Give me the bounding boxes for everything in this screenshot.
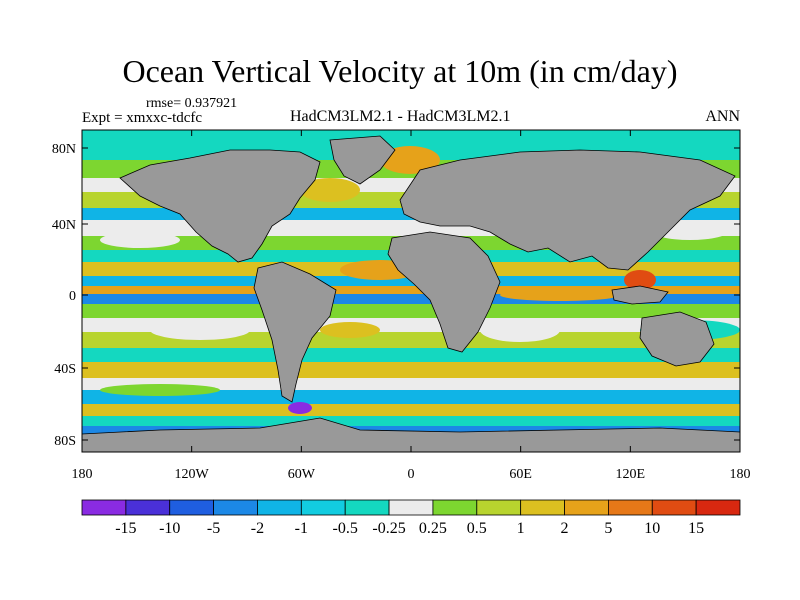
colorbar-swatch <box>169 499 215 516</box>
season-label: ANN <box>705 108 740 125</box>
colorbar: -15 -10 -5 -2 -1 -0.5 -0.25 0.25 0.5 1 2 5 10 15 <box>81 499 741 537</box>
colorbar-label: -2 <box>251 520 264 537</box>
colorbar-label: 10 <box>644 520 660 537</box>
model-comparison-label: HadCM3LM2.1 - HadCM3LM2.1 <box>290 108 511 125</box>
australia <box>639 311 715 367</box>
colorbar-swatch <box>257 499 302 516</box>
colorbar-swatch <box>564 499 609 516</box>
colorbar-label: -0.25 <box>372 520 405 537</box>
colorbar-label: 2 <box>561 520 569 537</box>
colorbar-swatch <box>300 499 346 516</box>
colorbar-label: 0.25 <box>419 520 447 537</box>
colorbar-label: 15 <box>688 520 704 537</box>
colorbar-swatch <box>695 499 741 516</box>
colorbar-label: -5 <box>207 520 220 537</box>
africa <box>387 231 501 353</box>
lon-tick-label: 180 <box>72 467 93 482</box>
colorbar-swatch <box>125 499 171 516</box>
antarctica <box>82 417 740 452</box>
colorbar-swatch <box>213 499 258 516</box>
lon-tick-label: 120E <box>616 467 646 482</box>
maritime-continent <box>611 285 669 305</box>
lon-tick-label: 0 <box>408 467 415 482</box>
lat-tick-label: 80S <box>54 434 76 449</box>
colorbar-swatch <box>651 499 697 516</box>
colorbar-label: 0.5 <box>467 520 487 537</box>
lat-tick-label: 80N <box>52 142 76 157</box>
colorbar-swatch <box>432 499 478 516</box>
experiment-label: Expt = xmxxc-tdcfc <box>82 110 203 126</box>
colorbar-swatch <box>476 499 522 516</box>
lat-tick-label: 40S <box>54 362 76 377</box>
colorbar-swatch <box>388 499 434 516</box>
colorbar-swatch <box>81 499 127 516</box>
rmse-label: rmse= 0.937921 <box>146 96 238 111</box>
colorbar-label: -15 <box>115 520 136 537</box>
land-masses <box>82 135 740 452</box>
greenland <box>329 135 396 185</box>
lon-tick-label: 180 <box>730 467 751 482</box>
colorbar-label: 5 <box>604 520 612 537</box>
eurasia <box>399 149 736 271</box>
colorbar-label: -0.5 <box>333 520 358 537</box>
colorbar-label: -10 <box>159 520 180 537</box>
longitude-axis: 180 120W 60W 0 60E 120E 180 <box>72 130 751 482</box>
lat-tick-label: 40N <box>52 218 76 233</box>
lon-tick-label: 60E <box>509 467 532 482</box>
lon-tick-label: 120W <box>175 467 210 482</box>
colorbar-label: -1 <box>295 520 308 537</box>
colorbar-swatch <box>520 499 565 516</box>
colorbar-swatch <box>608 499 653 516</box>
colorbar-label: 1 <box>517 520 525 537</box>
lon-tick-label: 60W <box>288 467 316 482</box>
lat-tick-label: 0 <box>69 289 76 304</box>
south-america <box>253 261 337 403</box>
latitude-axis: 80N 40N 0 40S 80S <box>52 142 740 449</box>
colorbar-swatch <box>344 499 390 516</box>
north-america <box>119 149 321 263</box>
plot-title: Ocean Vertical Velocity at 10m (in cm/da… <box>122 53 678 89</box>
